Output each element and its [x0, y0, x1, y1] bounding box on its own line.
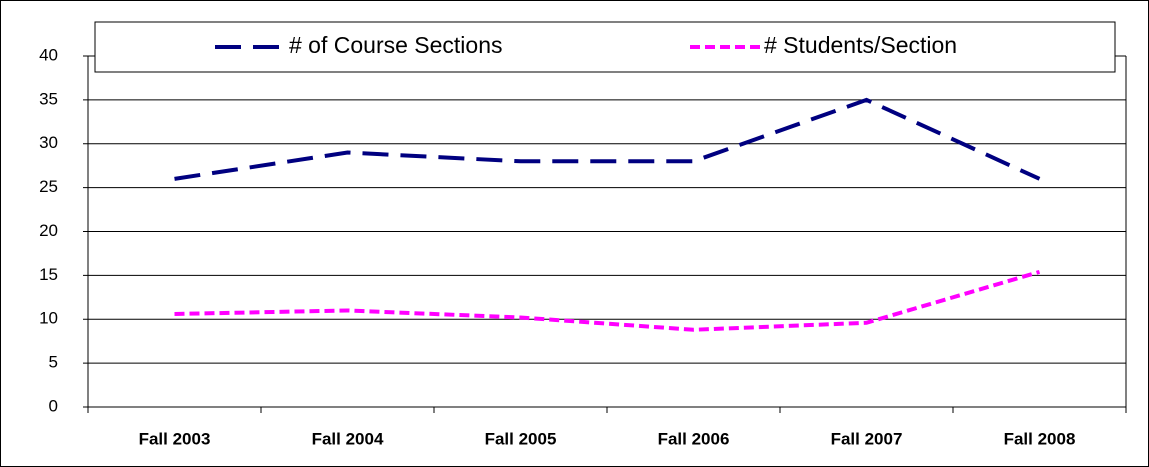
y-tick-label: 5: [49, 353, 58, 372]
series-line: [174, 269, 1041, 332]
series-line: [174, 97, 1041, 181]
y-tick-label: 20: [39, 221, 58, 240]
x-tick-label: Fall 2008: [1004, 429, 1076, 448]
x-tick-label: Fall 2007: [831, 429, 903, 448]
y-tick-label: 40: [39, 45, 58, 64]
legend-label: # of Course Sections: [289, 32, 503, 58]
legend-box: [94, 21, 1116, 73]
y-tick-label: 15: [39, 265, 58, 284]
y-tick-label: 25: [39, 177, 58, 196]
y-tick-label: 0: [49, 396, 58, 415]
x-tick-label: Fall 2003: [139, 429, 211, 448]
y-tick-label: 10: [39, 309, 58, 328]
x-tick-label: Fall 2004: [312, 429, 384, 448]
y-tick-label: 30: [39, 133, 58, 152]
legend-label: # Students/Section: [764, 32, 957, 58]
y-tick-label: 35: [39, 89, 58, 108]
x-tick-label: Fall 2005: [485, 429, 557, 448]
x-tick-label: Fall 2006: [658, 429, 730, 448]
